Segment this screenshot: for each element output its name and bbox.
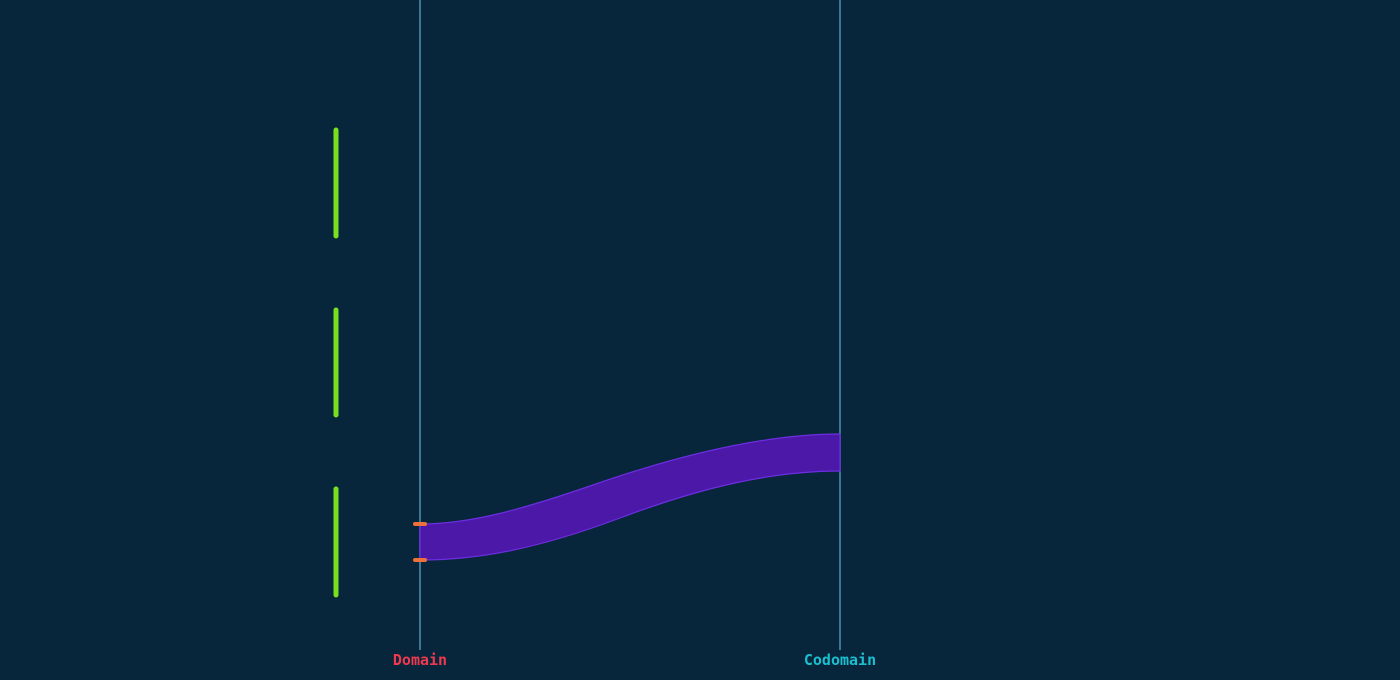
domain-label: Domain bbox=[392, 651, 448, 669]
codomain-label: Codomain bbox=[803, 651, 877, 669]
mapping-band bbox=[419, 433, 841, 561]
